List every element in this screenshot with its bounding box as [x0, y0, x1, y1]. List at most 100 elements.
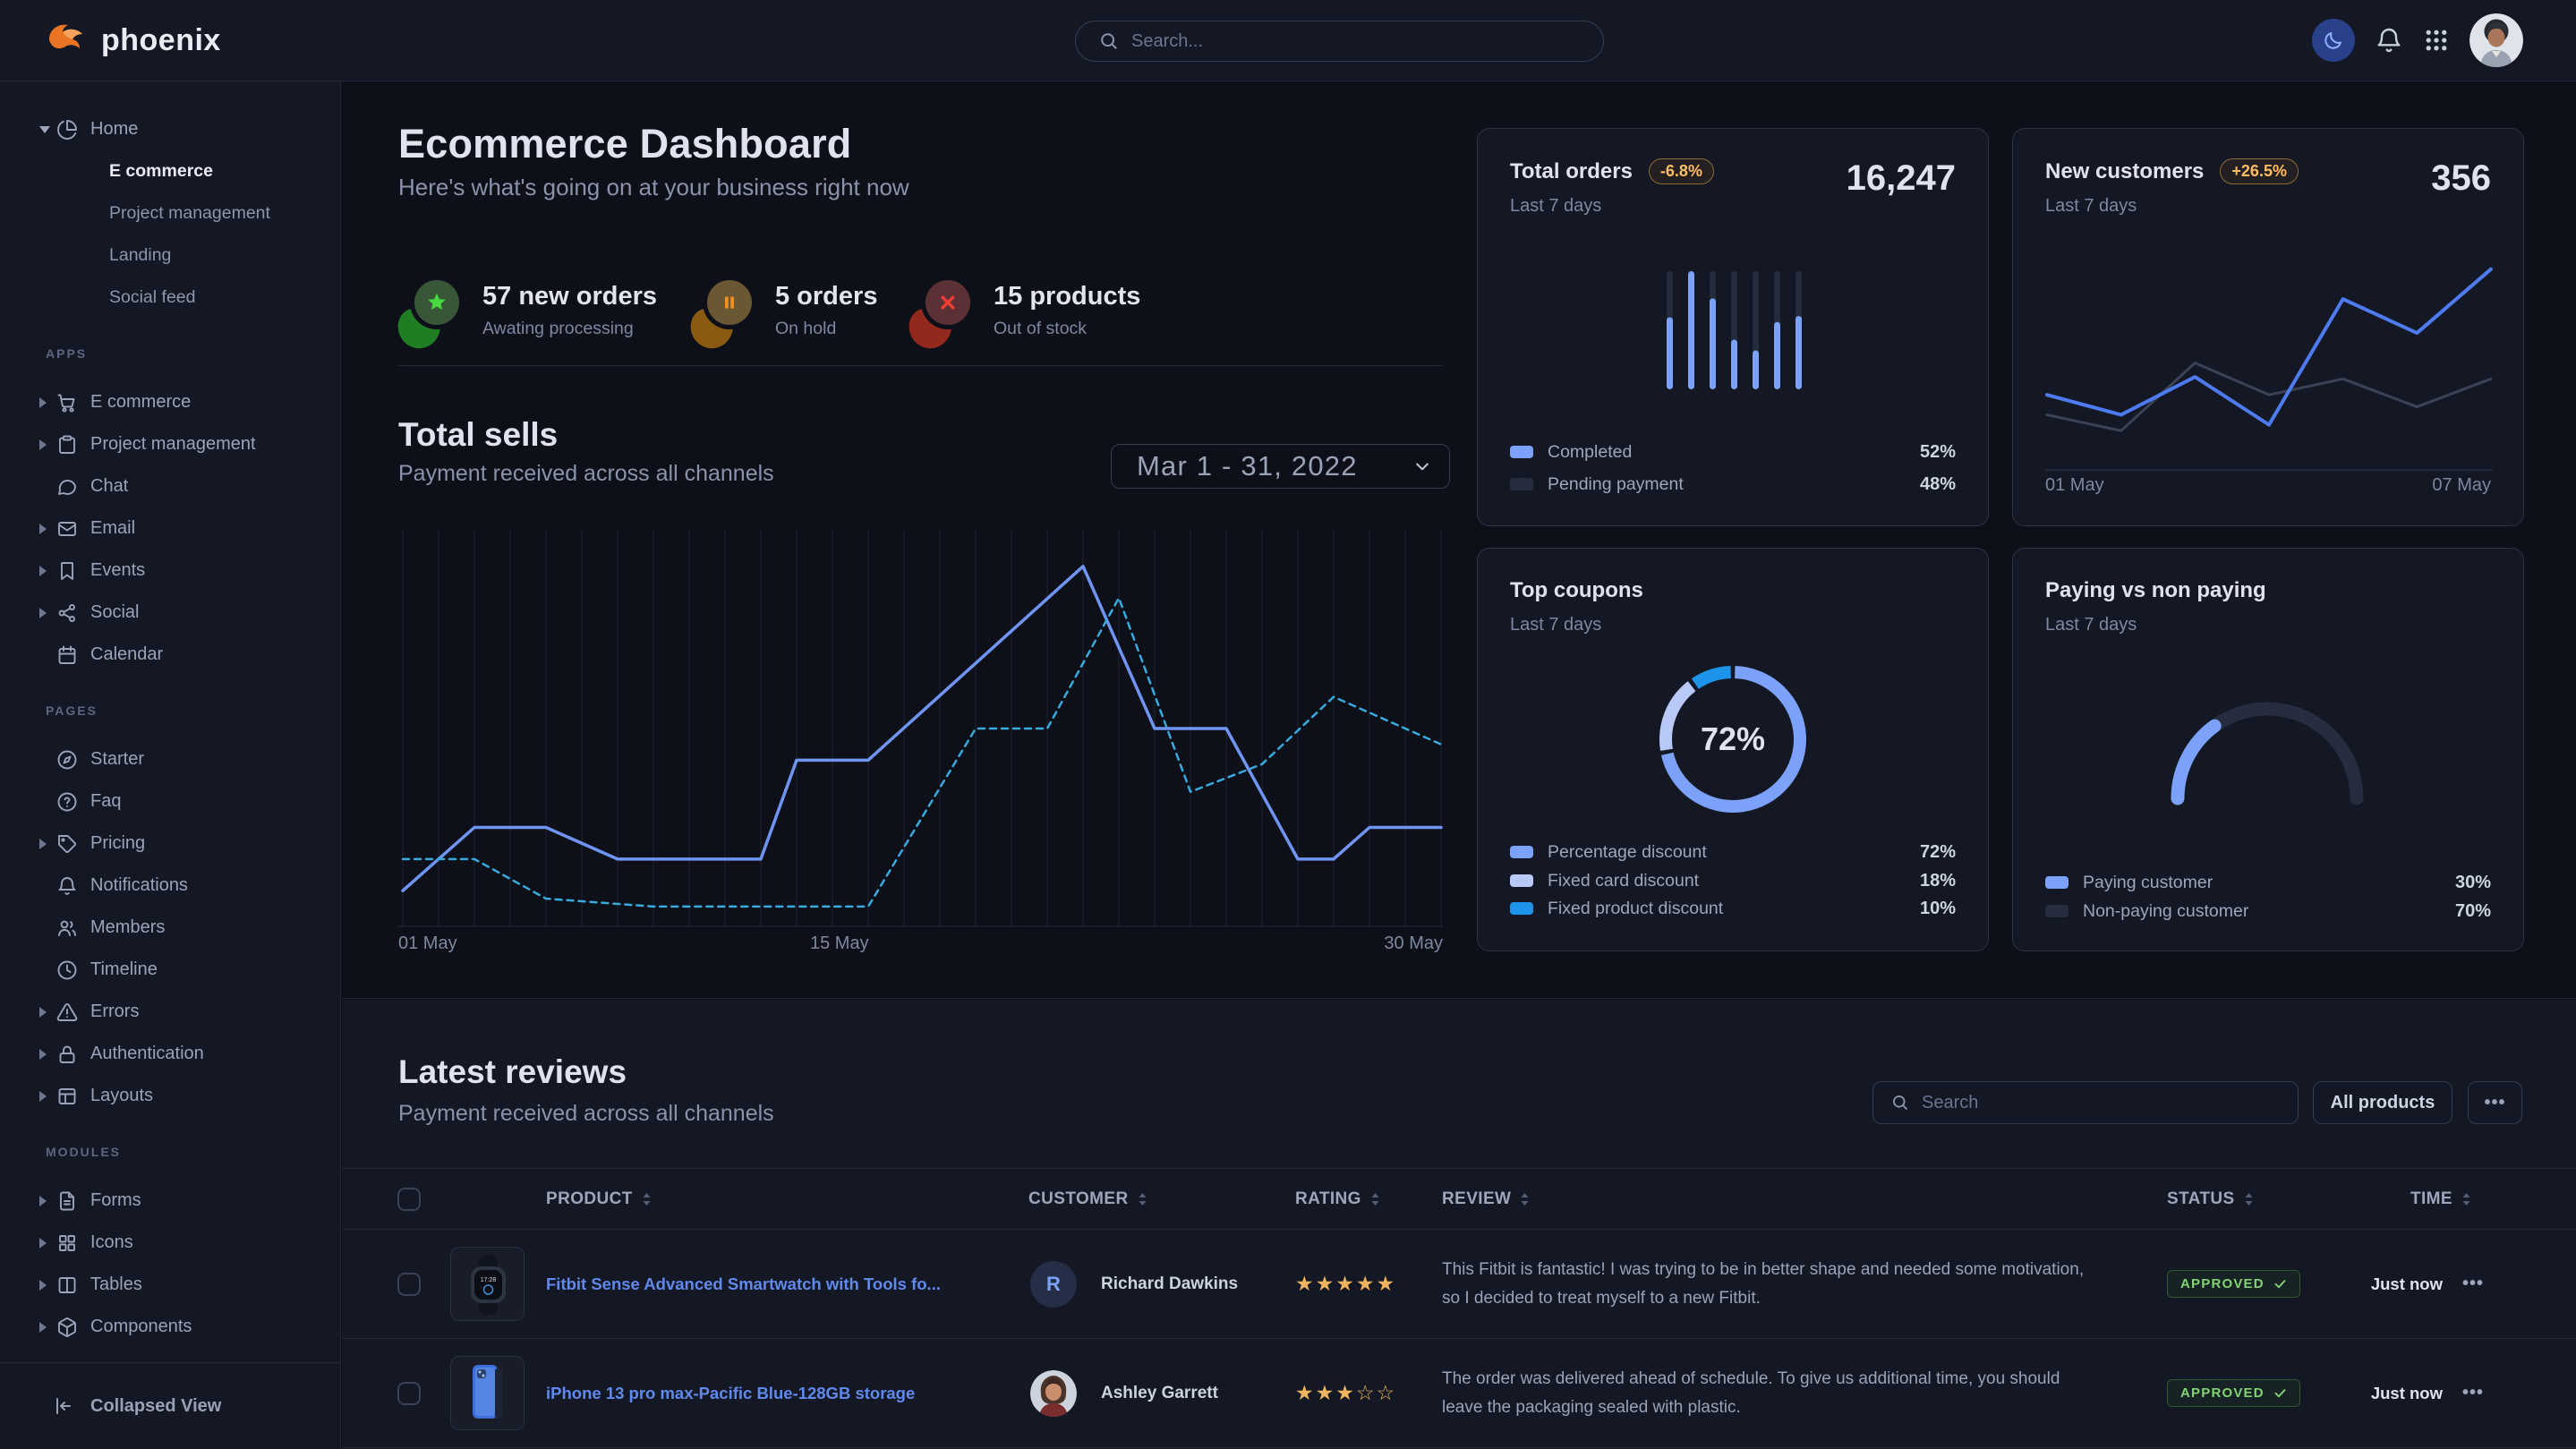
phoenix-logo[interactable]: phoenix: [47, 0, 221, 81]
x-label-end: 30 May: [1384, 933, 1443, 953]
message-icon: [55, 475, 79, 499]
sidebar-subitem-social-feed[interactable]: Social feed: [0, 277, 340, 319]
legend-paying-customer: Paying customer 30%: [2045, 872, 2491, 893]
page-title: Ecommerce Dashboard: [398, 121, 852, 166]
total-orders-value: 16,247: [1846, 158, 1956, 198]
legend-swatch: [2045, 876, 2068, 889]
date-range-select[interactable]: Mar 1 - 31, 2022: [1111, 444, 1450, 489]
row-checkbox[interactable]: [397, 1381, 421, 1405]
column-header-time[interactable]: TIME: [2410, 1169, 2471, 1229]
select-all-checkbox[interactable]: [397, 1187, 421, 1211]
new-customers-period: Last 7 days: [2045, 196, 2137, 216]
profile-avatar[interactable]: [2469, 13, 2523, 67]
sidebar-item-forms[interactable]: Forms: [0, 1180, 340, 1222]
column-header-product[interactable]: PRODUCT: [546, 1169, 652, 1229]
global-search-input[interactable]: [1131, 30, 1591, 52]
sidebar-item-home[interactable]: Home: [0, 108, 340, 150]
product-link[interactable]: iPhone 13 pro max-Pacific Blue-128GB sto…: [546, 1383, 916, 1402]
column-header-status[interactable]: STATUS: [2167, 1169, 2254, 1229]
header-actions: [2312, 0, 2523, 81]
sidebar-item-chat[interactable]: Chat: [0, 465, 340, 507]
avatar-image: [2469, 13, 2523, 67]
sidebar-item-email[interactable]: Email: [0, 507, 340, 550]
sidebar-item-pricing[interactable]: Pricing: [0, 823, 340, 865]
sidebar-subitem-landing[interactable]: Landing: [0, 234, 340, 277]
sidebar-subitem-label: E commerce: [109, 161, 213, 181]
sidebar-item-layouts[interactable]: Layouts: [0, 1075, 340, 1117]
top-coupons-donut: 72%: [1657, 663, 1809, 815]
collapse-left-icon: [52, 1394, 75, 1418]
notifications-button[interactable]: [2375, 26, 2403, 55]
sidebar-item-timeline[interactable]: Timeline: [0, 949, 340, 991]
caret-right-icon: [39, 607, 47, 618]
row-more-button[interactable]: •••: [2462, 1383, 2485, 1402]
legend-value: 70%: [2454, 900, 2491, 921]
page-subtitle: Here's what's going on at your business …: [398, 174, 909, 200]
sidebar-item-members[interactable]: Members: [0, 907, 340, 949]
sidebar-item-e-commerce[interactable]: E commerce: [0, 381, 340, 423]
sidebar-item-events[interactable]: Events: [0, 550, 340, 592]
dashboard-main: Ecommerce Dashboard Here's what's going …: [342, 81, 2576, 999]
stat-value: 5 orders: [775, 282, 878, 311]
sidebar-item-authentication[interactable]: Authentication: [0, 1033, 340, 1075]
reviews-search-input[interactable]: [1922, 1092, 2282, 1113]
sidebar-item-label: Tables: [90, 1274, 142, 1294]
caret-right-icon: [39, 565, 47, 576]
new-customers-head: New customers +26.5% Last 7 days 356: [2045, 158, 2491, 217]
global-search[interactable]: [1075, 21, 1604, 62]
theme-toggle-button[interactable]: [2312, 19, 2355, 62]
stat-label: On hold: [775, 319, 837, 338]
sidebar-item-social[interactable]: Social: [0, 592, 340, 634]
legend-swatch: [1510, 874, 1533, 887]
customer-name: Richard Dawkins: [1101, 1274, 1239, 1293]
collapsed-view-toggle[interactable]: Collapsed View: [0, 1362, 340, 1449]
sidebar-subitem-e-commerce[interactable]: E commerce: [0, 150, 340, 192]
sidebar-item-calendar[interactable]: Calendar: [0, 634, 340, 676]
paying-title: Paying vs non paying: [2045, 578, 2266, 602]
row-checkbox[interactable]: [397, 1272, 421, 1296]
row-more-button[interactable]: •••: [2462, 1274, 2485, 1293]
sidebar-item-project-management[interactable]: Project management: [0, 423, 340, 465]
sidebar-item-starter[interactable]: Starter: [0, 738, 340, 780]
column-header-rating[interactable]: RATING: [1295, 1169, 1380, 1229]
sidebar-item-errors[interactable]: Errors: [0, 991, 340, 1033]
sort-icon: [2462, 1192, 2470, 1206]
product-link[interactable]: Fitbit Sense Advanced Smartwatch with To…: [546, 1274, 941, 1293]
sidebar-item-faq[interactable]: Faq: [0, 780, 340, 823]
caret-right-icon: [39, 523, 47, 534]
reviews-search[interactable]: [1872, 1081, 2299, 1124]
column-header-review[interactable]: REVIEW: [1442, 1169, 1530, 1229]
sidebar-item-icons[interactable]: Icons: [0, 1222, 340, 1264]
sort-icon: [1521, 1192, 1529, 1206]
x-label-middle: 15 May: [810, 933, 869, 953]
all-products-button[interactable]: All products: [2313, 1081, 2452, 1124]
column-header-customer[interactable]: CUSTOMER: [1028, 1169, 1147, 1229]
apps-menu-button[interactable]: [2423, 27, 2450, 54]
legend-value: 30%: [2454, 872, 2491, 892]
sidebar-item-components[interactable]: Components: [0, 1306, 340, 1348]
sidebar-item-label: Starter: [90, 749, 145, 769]
sidebar-subitem-label: Social feed: [109, 287, 196, 307]
sidebar-item-label: Events: [90, 560, 146, 580]
legend-percentage-discount: Percentage discount 72%: [1510, 841, 1956, 863]
check-icon: [2274, 1389, 2286, 1398]
tag-icon: [55, 832, 79, 856]
sidebar-item-tables[interactable]: Tables: [0, 1264, 340, 1306]
sidebar-item-notifications[interactable]: Notifications: [0, 865, 340, 907]
total-sells-x-axis: 01 May 15 May 30 May: [398, 933, 1443, 954]
sidebar-item-label: Project management: [90, 434, 256, 454]
sidebar: Home E commerce Project management Landing S…: [0, 81, 341, 1449]
legend-swatch: [1510, 446, 1533, 458]
total-sells-chart: [398, 531, 1443, 927]
status-badge: APPROVED: [2167, 1270, 2300, 1298]
reviews-more-button[interactable]: •••: [2468, 1081, 2522, 1124]
sidebar-subitem-project-management[interactable]: Project management: [0, 192, 340, 234]
x-label-start: 01 May: [2045, 475, 2104, 495]
legend-value: 18%: [1919, 870, 1956, 891]
paying-gauge-chart: [2171, 702, 2364, 805]
legend-value: 72%: [1919, 841, 1956, 862]
stat-value: 15 products: [994, 282, 1141, 311]
paying-head: Paying vs non paying Last 7 days: [2045, 578, 2491, 635]
total-orders-title: Total orders: [1510, 158, 1633, 183]
